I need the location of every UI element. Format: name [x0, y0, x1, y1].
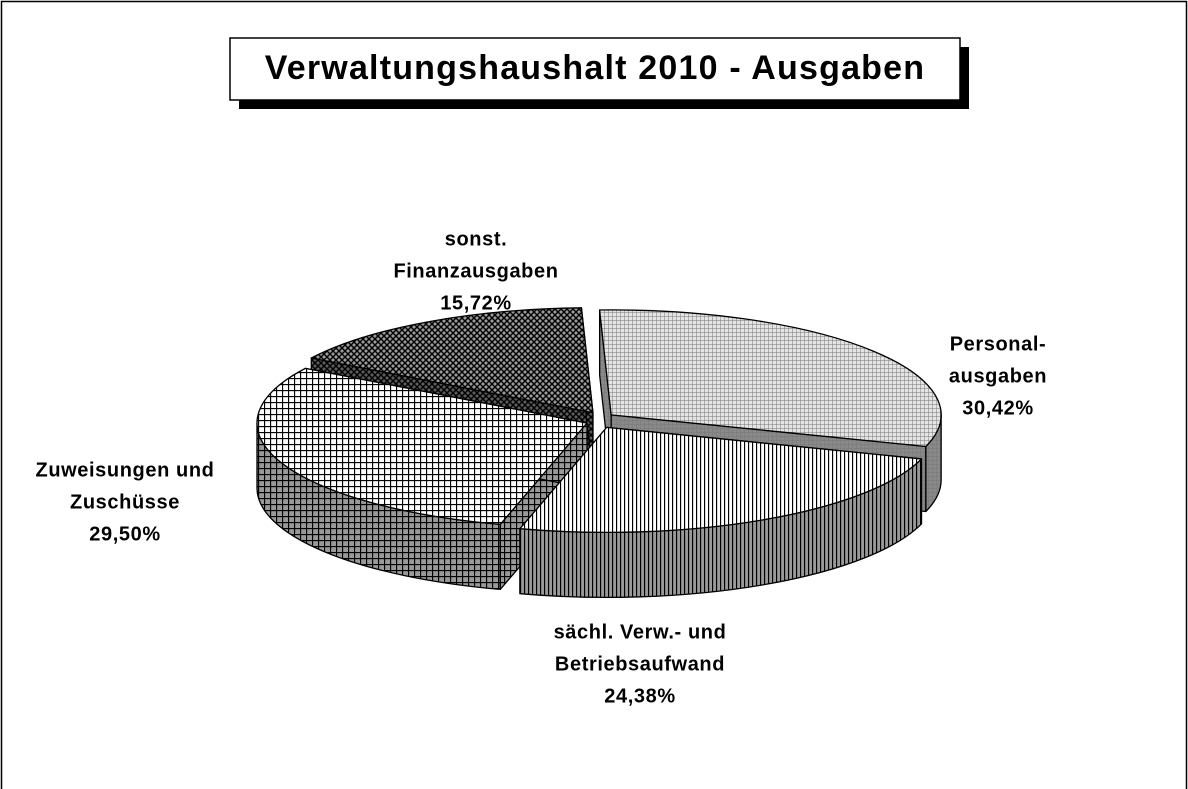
value-label: 29,50%	[89, 523, 160, 545]
chart-title: Verwaltungshaushalt 2010 - Ausgaben	[265, 49, 925, 87]
slice-label: Finanzausgaben	[393, 260, 558, 282]
slice-label: sächl. Verw.- und	[554, 621, 727, 643]
value-label: 30,42%	[962, 397, 1033, 419]
pie	[256, 307, 942, 599]
slice	[256, 367, 588, 591]
slice-label: Zuweisungen und	[36, 459, 215, 481]
slice-label: Personal-	[950, 333, 1047, 355]
slice	[310, 307, 594, 414]
slice	[598, 309, 942, 448]
slice	[519, 426, 923, 599]
slice-label: Betriebsaufwand	[555, 653, 725, 675]
slice	[256, 367, 588, 526]
value-label: 15,72%	[440, 292, 511, 314]
value-label: 24,38%	[604, 685, 675, 707]
title-box	[229, 37, 961, 101]
slice-label: ausgaben	[949, 365, 1047, 387]
slice-label: Zuschüsse	[70, 491, 180, 513]
slice-label: sonst.	[445, 228, 508, 250]
slice	[519, 426, 923, 534]
